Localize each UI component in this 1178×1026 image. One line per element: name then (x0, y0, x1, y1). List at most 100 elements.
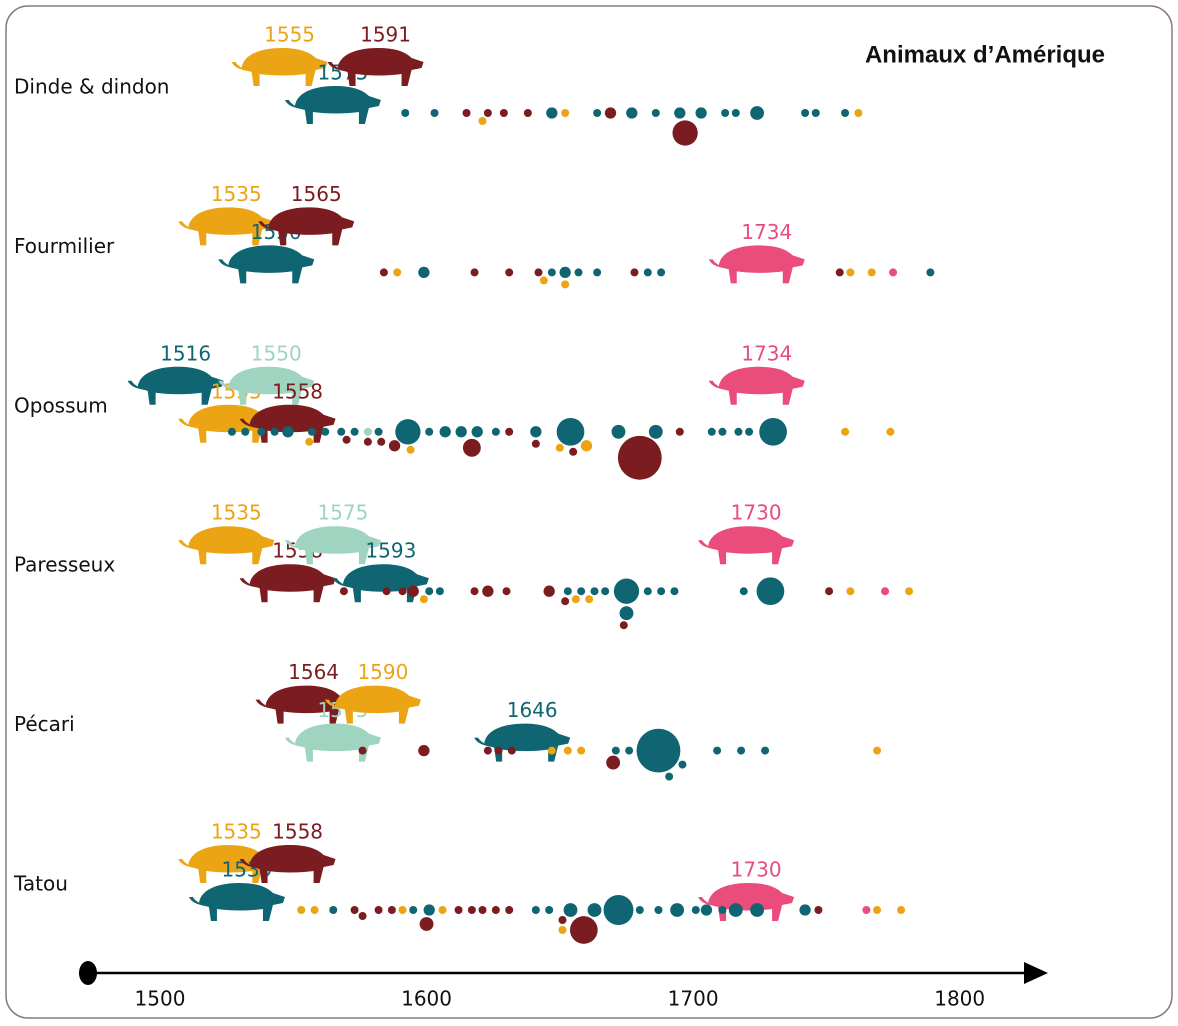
dot (547, 746, 556, 755)
dot (606, 755, 621, 770)
animal-year: 1730 (731, 858, 782, 882)
dot (395, 419, 421, 445)
dot (382, 587, 391, 596)
animal-silhouette (327, 48, 424, 86)
dot (547, 268, 556, 277)
animal-silhouette (284, 723, 381, 762)
dot (339, 587, 348, 596)
dot (926, 268, 935, 277)
dot (401, 109, 410, 117)
dot (678, 760, 687, 769)
dot (523, 109, 532, 117)
dot (648, 424, 663, 439)
silhouette-shape (127, 366, 224, 405)
dot (814, 906, 823, 914)
silhouette-shape (324, 685, 421, 724)
animal-silhouette (698, 526, 795, 565)
dot (601, 587, 610, 596)
dot (731, 109, 740, 117)
dot (398, 906, 407, 914)
dot (695, 107, 707, 119)
row-label: Opossum (14, 393, 108, 417)
dot (556, 417, 585, 446)
dot (398, 587, 407, 596)
dot (499, 109, 508, 117)
dot (619, 606, 634, 621)
silhouette-shape (332, 564, 429, 603)
dot (563, 903, 578, 917)
row-label: Paresseux (14, 553, 115, 577)
dot (574, 268, 583, 277)
dot (350, 906, 359, 914)
dot (257, 427, 266, 436)
dot (377, 437, 386, 446)
dot (439, 426, 451, 438)
dot (643, 587, 652, 596)
dot (543, 585, 555, 597)
silhouette-shape (708, 245, 805, 284)
animal-silhouette (239, 564, 336, 603)
dot (407, 585, 419, 597)
animal-silhouette (708, 366, 805, 405)
dot (873, 906, 882, 914)
dot (670, 903, 685, 917)
dot (636, 728, 681, 773)
dot (590, 587, 599, 596)
dot (745, 427, 754, 436)
dot (470, 587, 479, 596)
dot (409, 906, 418, 914)
animal-silhouette (284, 86, 381, 124)
dot (454, 906, 463, 914)
dot (502, 587, 511, 596)
silhouette-shape (284, 526, 381, 565)
dot (613, 578, 640, 604)
dot (577, 587, 586, 596)
dot (611, 424, 626, 439)
dot (561, 109, 570, 117)
row-label: Tatou (13, 872, 68, 896)
animal-year: 1558 (272, 379, 323, 403)
animal-silhouette (324, 685, 421, 724)
dot (569, 916, 598, 944)
dot (585, 595, 594, 604)
dot (282, 426, 294, 438)
dot (483, 746, 492, 755)
row-label: Fourmilier (14, 234, 115, 258)
dot (491, 427, 500, 436)
dot (418, 744, 430, 757)
dot (626, 107, 638, 119)
animal-silhouette (332, 564, 429, 603)
row-label: Dinde & dindon (14, 75, 169, 99)
dot (478, 906, 487, 914)
dot (423, 904, 435, 916)
dot (799, 904, 811, 916)
dot (756, 577, 785, 606)
animal-silhouette (127, 366, 224, 405)
dot (321, 427, 330, 436)
dot (577, 746, 586, 755)
dot (438, 906, 447, 914)
dot (737, 746, 746, 755)
animal-silhouette (218, 366, 315, 405)
dot (507, 746, 516, 755)
dot (406, 445, 415, 454)
dot (462, 438, 481, 457)
animal-year: 1558 (272, 820, 323, 844)
animal-year: 1734 (741, 220, 792, 244)
animal-year: 1575 (317, 501, 368, 525)
dot (846, 587, 855, 596)
animal-silhouette (258, 207, 355, 246)
frame (5, 5, 1173, 1019)
animal-year: 1535 (211, 182, 262, 206)
dot (739, 587, 748, 596)
dot (665, 772, 674, 781)
dot (713, 746, 722, 755)
dot (555, 443, 564, 452)
dot (841, 427, 850, 436)
animal-silhouette (178, 404, 275, 443)
animal-year: 1565 (291, 182, 342, 206)
dot (604, 107, 617, 119)
dot (630, 268, 639, 277)
dot (558, 916, 567, 924)
dot (435, 587, 444, 596)
